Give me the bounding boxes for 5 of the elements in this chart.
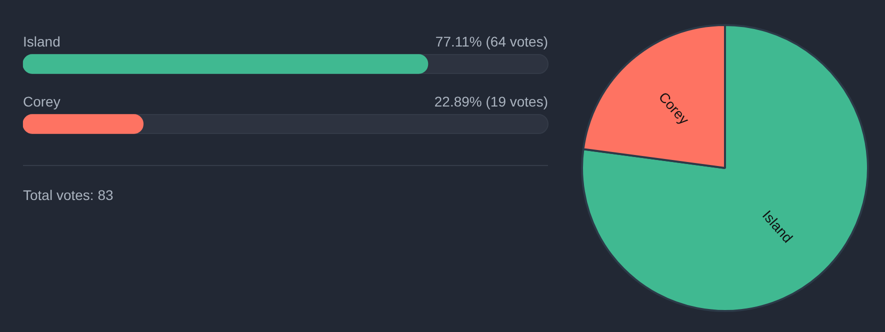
data-label: 22.89% (19 votes) bbox=[434, 94, 548, 110]
text: Total votes: 83 bbox=[23, 186, 114, 203]
category-label: Corey bbox=[23, 94, 60, 110]
data-label: 77.11% (64 votes) bbox=[435, 34, 548, 50]
category-label: Island bbox=[23, 34, 60, 50]
